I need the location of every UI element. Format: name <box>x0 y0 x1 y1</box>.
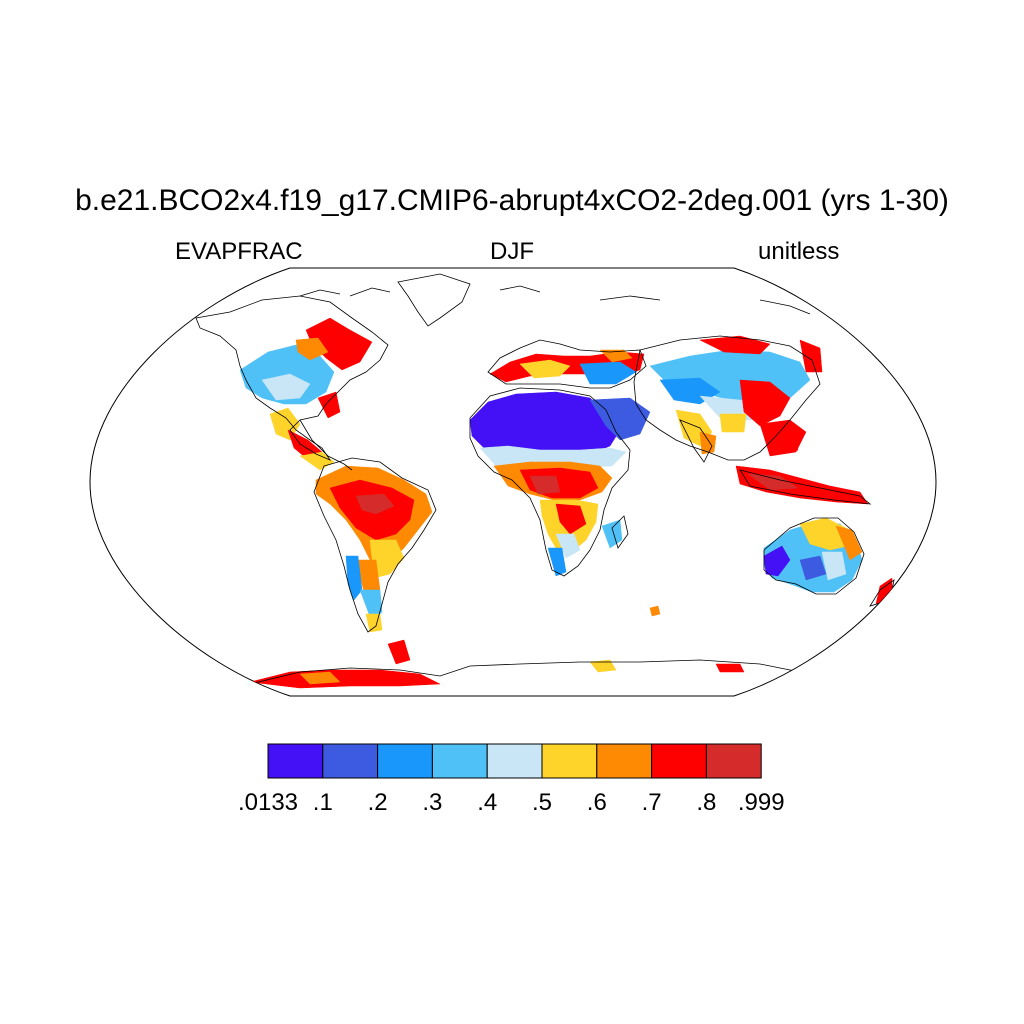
colorbar-box-1 <box>322 743 379 779</box>
field-cell-17 <box>519 359 571 379</box>
field-cell-43 <box>769 429 799 455</box>
colorbar-boxes <box>267 743 762 779</box>
colorbar-box-7 <box>651 743 707 779</box>
colorbar-box-2 <box>377 743 433 779</box>
field-cell-53 <box>589 659 617 673</box>
field-cell-47 <box>835 525 863 561</box>
colorbar-box-3 <box>431 743 488 779</box>
colorbar-tick-label: .0133 <box>238 789 298 816</box>
field-cell-48 <box>799 555 827 581</box>
field-cell-30 <box>601 519 623 549</box>
field-cell-10 <box>355 493 395 515</box>
field-cell-42 <box>747 473 799 491</box>
variable-label: EVAPFRAC <box>175 238 303 265</box>
field-cell-40 <box>719 413 747 433</box>
coast-africa <box>469 387 631 577</box>
units-label: unitless <box>758 238 840 265</box>
field-cell-19 <box>599 349 633 363</box>
field-cell-56 <box>649 605 661 617</box>
coast-madagascar <box>611 515 629 549</box>
coast-north-america <box>195 295 389 461</box>
colorbar-tick-labels: .0133 .1 .2 .3 .4 .5 .6 .7 .8 .999 <box>238 789 785 816</box>
field-cell-52 <box>299 671 341 685</box>
colorbar-box-5 <box>541 743 598 779</box>
field-cell-3 <box>295 337 329 361</box>
coast-indonesia <box>739 469 872 505</box>
coast-central-america <box>299 419 353 471</box>
colorbar-box-4 <box>486 743 543 779</box>
field-cell-18 <box>579 361 637 385</box>
field-cell-36 <box>739 379 791 427</box>
field-cell-54 <box>715 663 745 673</box>
field-cell-4 <box>317 391 341 419</box>
coast-asia <box>633 335 821 461</box>
coast-australia <box>763 517 865 595</box>
colorbar-tick-label: .3 <box>422 789 442 816</box>
coastlines <box>195 273 895 685</box>
coast-arctic-islands <box>299 285 811 315</box>
field-cell-35 <box>699 431 717 455</box>
coast-south-america <box>313 457 437 633</box>
colorbar-box-0 <box>267 743 324 779</box>
colorbar-tick-label: .4 <box>477 789 497 816</box>
colorbar-tick-label: .7 <box>642 789 662 816</box>
colorbar-box-8 <box>705 743 762 779</box>
coast-greenland <box>397 273 471 327</box>
field-cell-49 <box>821 551 847 581</box>
evapfrac-field <box>239 317 893 689</box>
field-cell-25 <box>529 475 561 495</box>
colorbar-tick-label: .8 <box>696 789 716 816</box>
coast-europe <box>487 339 647 389</box>
colorbar-tick-label: .2 <box>368 789 388 816</box>
field-cell-55 <box>387 639 411 665</box>
season-label: DJF <box>490 238 534 265</box>
field-cell-21 <box>589 397 651 441</box>
field-cell-27 <box>555 503 587 535</box>
colorbar-tick-label: .999 <box>738 789 785 816</box>
colorbar-tick-label: .6 <box>587 789 607 816</box>
colorbar-tick-label: .1 <box>313 789 333 816</box>
field-cell-1 <box>261 373 311 401</box>
field-cell-38 <box>699 335 771 355</box>
coast-india <box>679 419 713 463</box>
field-cell-28 <box>555 533 581 559</box>
plot-title: b.e21.BCO2x4.f19_g17.CMIP6-abrupt4xCO2-2… <box>75 184 949 217</box>
field-cell-29 <box>547 547 567 577</box>
coast-antarctica <box>249 659 801 685</box>
field-cell-39 <box>799 339 823 373</box>
colorbar-tick-label: .5 <box>532 789 552 816</box>
colorbar-box-6 <box>596 743 653 779</box>
